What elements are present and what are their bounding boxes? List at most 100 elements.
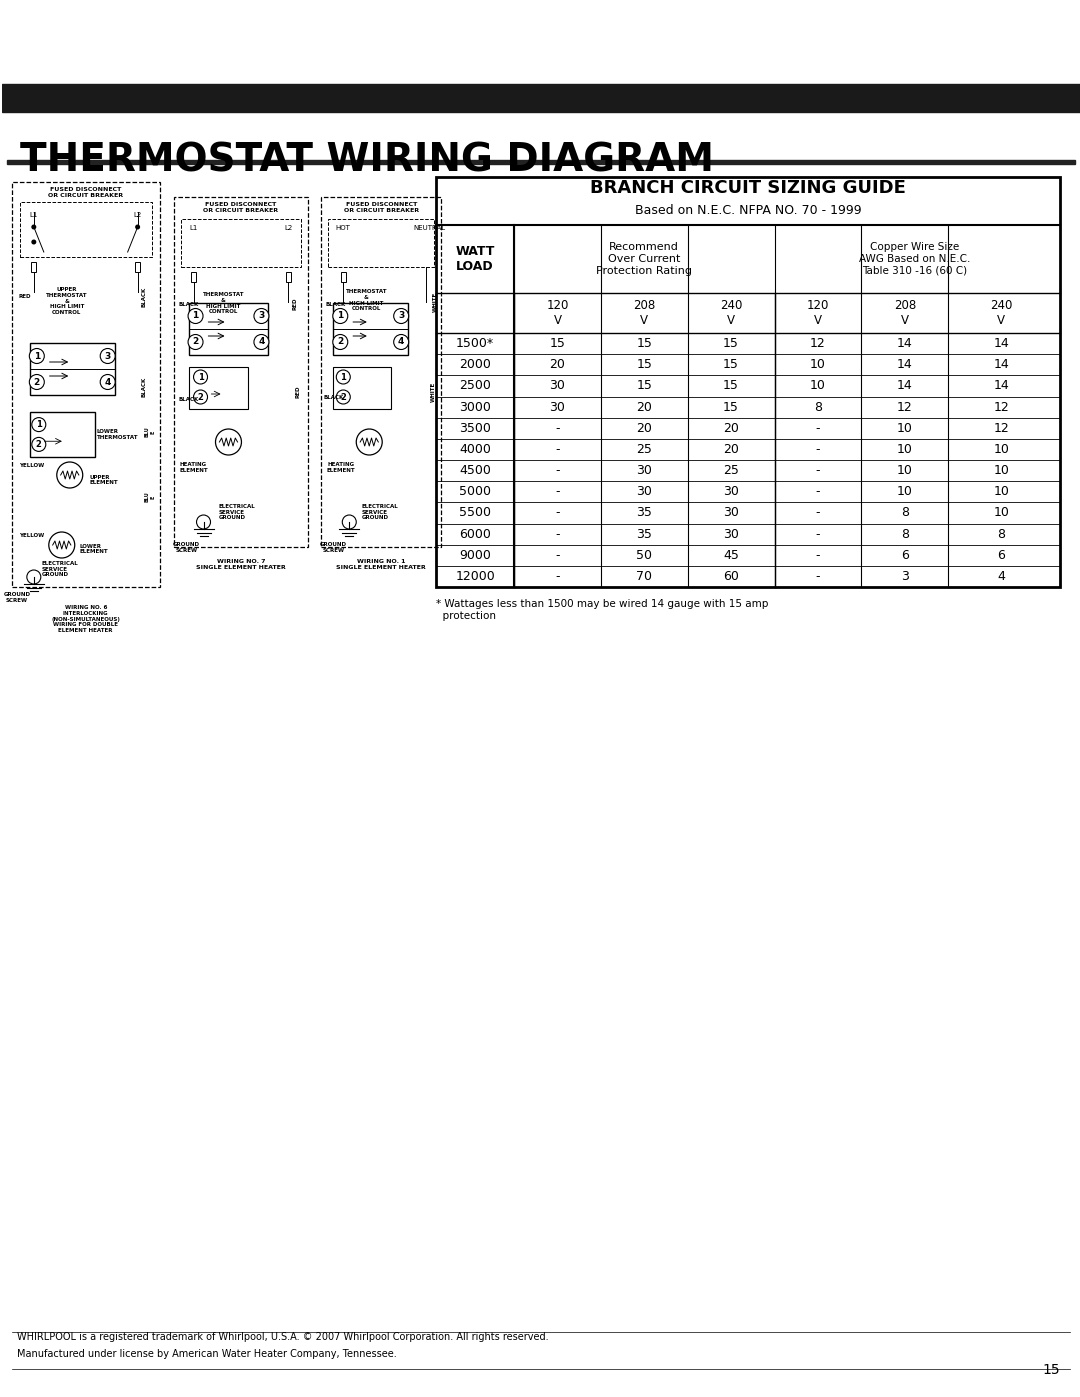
Text: 8: 8 bbox=[814, 401, 822, 414]
Text: 8: 8 bbox=[997, 528, 1005, 541]
Text: 2000: 2000 bbox=[459, 358, 491, 372]
Bar bbox=[30, 344, 114, 395]
Text: 10: 10 bbox=[994, 443, 1009, 455]
Text: 6000: 6000 bbox=[459, 528, 491, 541]
Text: 20: 20 bbox=[636, 422, 652, 434]
Text: 3000: 3000 bbox=[459, 401, 491, 414]
Text: FUSED DISCONNECT
OR CIRCUIT BREAKER: FUSED DISCONNECT OR CIRCUIT BREAKER bbox=[49, 187, 123, 198]
Text: 1500*: 1500* bbox=[456, 337, 495, 351]
Text: BLU
E: BLU E bbox=[145, 426, 156, 437]
Text: 2: 2 bbox=[337, 338, 343, 346]
Text: WIRING NO. 1
SINGLE ELEMENT HEATER: WIRING NO. 1 SINGLE ELEMENT HEATER bbox=[336, 559, 427, 570]
Text: 30: 30 bbox=[724, 485, 739, 499]
Text: THERMOSTAT
&
HIGH LIMIT
CONTROL: THERMOSTAT & HIGH LIMIT CONTROL bbox=[346, 289, 387, 312]
Text: 30: 30 bbox=[550, 380, 565, 393]
Text: 35: 35 bbox=[636, 507, 652, 520]
Bar bbox=[12, 182, 160, 587]
Text: -: - bbox=[555, 570, 559, 583]
Text: 20: 20 bbox=[636, 401, 652, 414]
Text: 12: 12 bbox=[994, 401, 1009, 414]
Bar bbox=[174, 197, 309, 548]
Text: 10: 10 bbox=[896, 443, 913, 455]
Text: 14: 14 bbox=[896, 358, 913, 372]
Text: NEUTRAL: NEUTRAL bbox=[413, 225, 445, 231]
Text: -: - bbox=[555, 464, 559, 478]
Text: 15: 15 bbox=[1042, 1363, 1061, 1377]
Text: 4: 4 bbox=[399, 338, 404, 346]
Text: 1: 1 bbox=[33, 352, 40, 360]
Text: 15: 15 bbox=[724, 380, 739, 393]
Text: 120
V: 120 V bbox=[807, 299, 829, 327]
Text: 10: 10 bbox=[896, 485, 913, 499]
Text: 15: 15 bbox=[724, 337, 739, 351]
Circle shape bbox=[336, 370, 350, 384]
Bar bbox=[19, 203, 151, 257]
Text: 14: 14 bbox=[994, 380, 1009, 393]
Text: YELLOW: YELLOW bbox=[18, 462, 44, 468]
Text: ELECTRICAL
SERVICE
GROUND: ELECTRICAL SERVICE GROUND bbox=[218, 504, 255, 520]
Text: 6: 6 bbox=[901, 549, 908, 562]
Text: FUSED DISCONNECT
OR CIRCUIT BREAKER: FUSED DISCONNECT OR CIRCUIT BREAKER bbox=[203, 203, 279, 212]
Text: 2: 2 bbox=[33, 377, 40, 387]
Text: 208
V: 208 V bbox=[893, 299, 916, 327]
Text: 3: 3 bbox=[399, 312, 404, 320]
Text: 120
V: 120 V bbox=[546, 299, 568, 327]
Circle shape bbox=[31, 437, 45, 451]
Text: GROUND
SCREW: GROUND SCREW bbox=[173, 542, 200, 553]
Text: 30: 30 bbox=[636, 485, 652, 499]
Text: 12000: 12000 bbox=[455, 570, 495, 583]
Text: L2: L2 bbox=[134, 212, 141, 218]
Text: GROUND
SCREW: GROUND SCREW bbox=[320, 542, 347, 553]
Text: FUSED DISCONNECT
OR CIRCUIT BREAKER: FUSED DISCONNECT OR CIRCUIT BREAKER bbox=[343, 203, 419, 212]
Text: 6: 6 bbox=[997, 549, 1005, 562]
Text: WIRING NO. 6
INTERLOCKING
(NON-SIMULTANEOUS)
WIRING FOR DOUBLE
ELEMENT HEATER: WIRING NO. 6 INTERLOCKING (NON-SIMULTANE… bbox=[51, 605, 120, 633]
Circle shape bbox=[394, 309, 408, 324]
Text: 2500: 2500 bbox=[459, 380, 491, 393]
Bar bbox=[436, 177, 1061, 587]
Text: 4500: 4500 bbox=[459, 464, 491, 478]
Text: 15: 15 bbox=[724, 401, 739, 414]
Text: 45: 45 bbox=[724, 549, 739, 562]
Text: 14: 14 bbox=[994, 358, 1009, 372]
Text: 10: 10 bbox=[994, 485, 1009, 499]
Text: 15: 15 bbox=[636, 337, 652, 351]
Text: ELECTRICAL
SERVICE
GROUND: ELECTRICAL SERVICE GROUND bbox=[42, 560, 79, 577]
Text: UPPER
ELEMENT: UPPER ELEMENT bbox=[90, 475, 119, 485]
Text: -: - bbox=[555, 485, 559, 499]
Text: -: - bbox=[555, 549, 559, 562]
Bar bbox=[328, 219, 434, 267]
Text: LOWER
ELEMENT: LOWER ELEMENT bbox=[80, 543, 108, 555]
Text: UPPER
THERMOSTAT
&
HIGH LIMIT
CONTROL: UPPER THERMOSTAT & HIGH LIMIT CONTROL bbox=[46, 286, 87, 316]
Text: Manufactured under license by American Water Heater Company, Tennessee.: Manufactured under license by American W… bbox=[17, 1350, 396, 1359]
Text: 10: 10 bbox=[896, 464, 913, 478]
Circle shape bbox=[100, 374, 116, 390]
Text: 4: 4 bbox=[258, 338, 265, 346]
Text: ELECTRICAL
SERVICE
GROUND: ELECTRICAL SERVICE GROUND bbox=[361, 504, 399, 520]
Text: THERMOSTAT WIRING DIAGRAM: THERMOSTAT WIRING DIAGRAM bbox=[19, 142, 714, 180]
Text: 60: 60 bbox=[724, 570, 739, 583]
Text: 35: 35 bbox=[636, 528, 652, 541]
Circle shape bbox=[32, 240, 36, 244]
Text: 20: 20 bbox=[724, 422, 739, 434]
Text: 1: 1 bbox=[340, 373, 347, 381]
Text: 5000: 5000 bbox=[459, 485, 491, 499]
Text: LOWER
THERMOSTAT: LOWER THERMOSTAT bbox=[97, 429, 138, 440]
Text: Copper Wire Size
AWG Based on N.E.C.
Table 310 -16 (60 C): Copper Wire Size AWG Based on N.E.C. Tab… bbox=[859, 243, 970, 275]
Text: 20: 20 bbox=[724, 443, 739, 455]
Text: THERMOSTAT
&
HIGH LIMIT
CONTROL: THERMOSTAT & HIGH LIMIT CONTROL bbox=[203, 292, 244, 314]
Text: 240
V: 240 V bbox=[990, 299, 1012, 327]
Text: 2: 2 bbox=[192, 338, 199, 346]
Text: 10: 10 bbox=[994, 507, 1009, 520]
Bar bbox=[334, 303, 408, 355]
Text: WHITE: WHITE bbox=[431, 381, 435, 402]
Text: 14: 14 bbox=[896, 337, 913, 351]
Circle shape bbox=[31, 418, 45, 432]
Text: WATT
LOAD: WATT LOAD bbox=[456, 244, 495, 272]
Text: 4: 4 bbox=[997, 570, 1005, 583]
Circle shape bbox=[100, 348, 116, 363]
Text: 2: 2 bbox=[340, 393, 347, 401]
Circle shape bbox=[32, 225, 36, 229]
Text: L2: L2 bbox=[284, 225, 293, 231]
Text: Based on N.E.C. NFPA NO. 70 - 1999: Based on N.E.C. NFPA NO. 70 - 1999 bbox=[635, 204, 862, 217]
Circle shape bbox=[29, 348, 44, 363]
